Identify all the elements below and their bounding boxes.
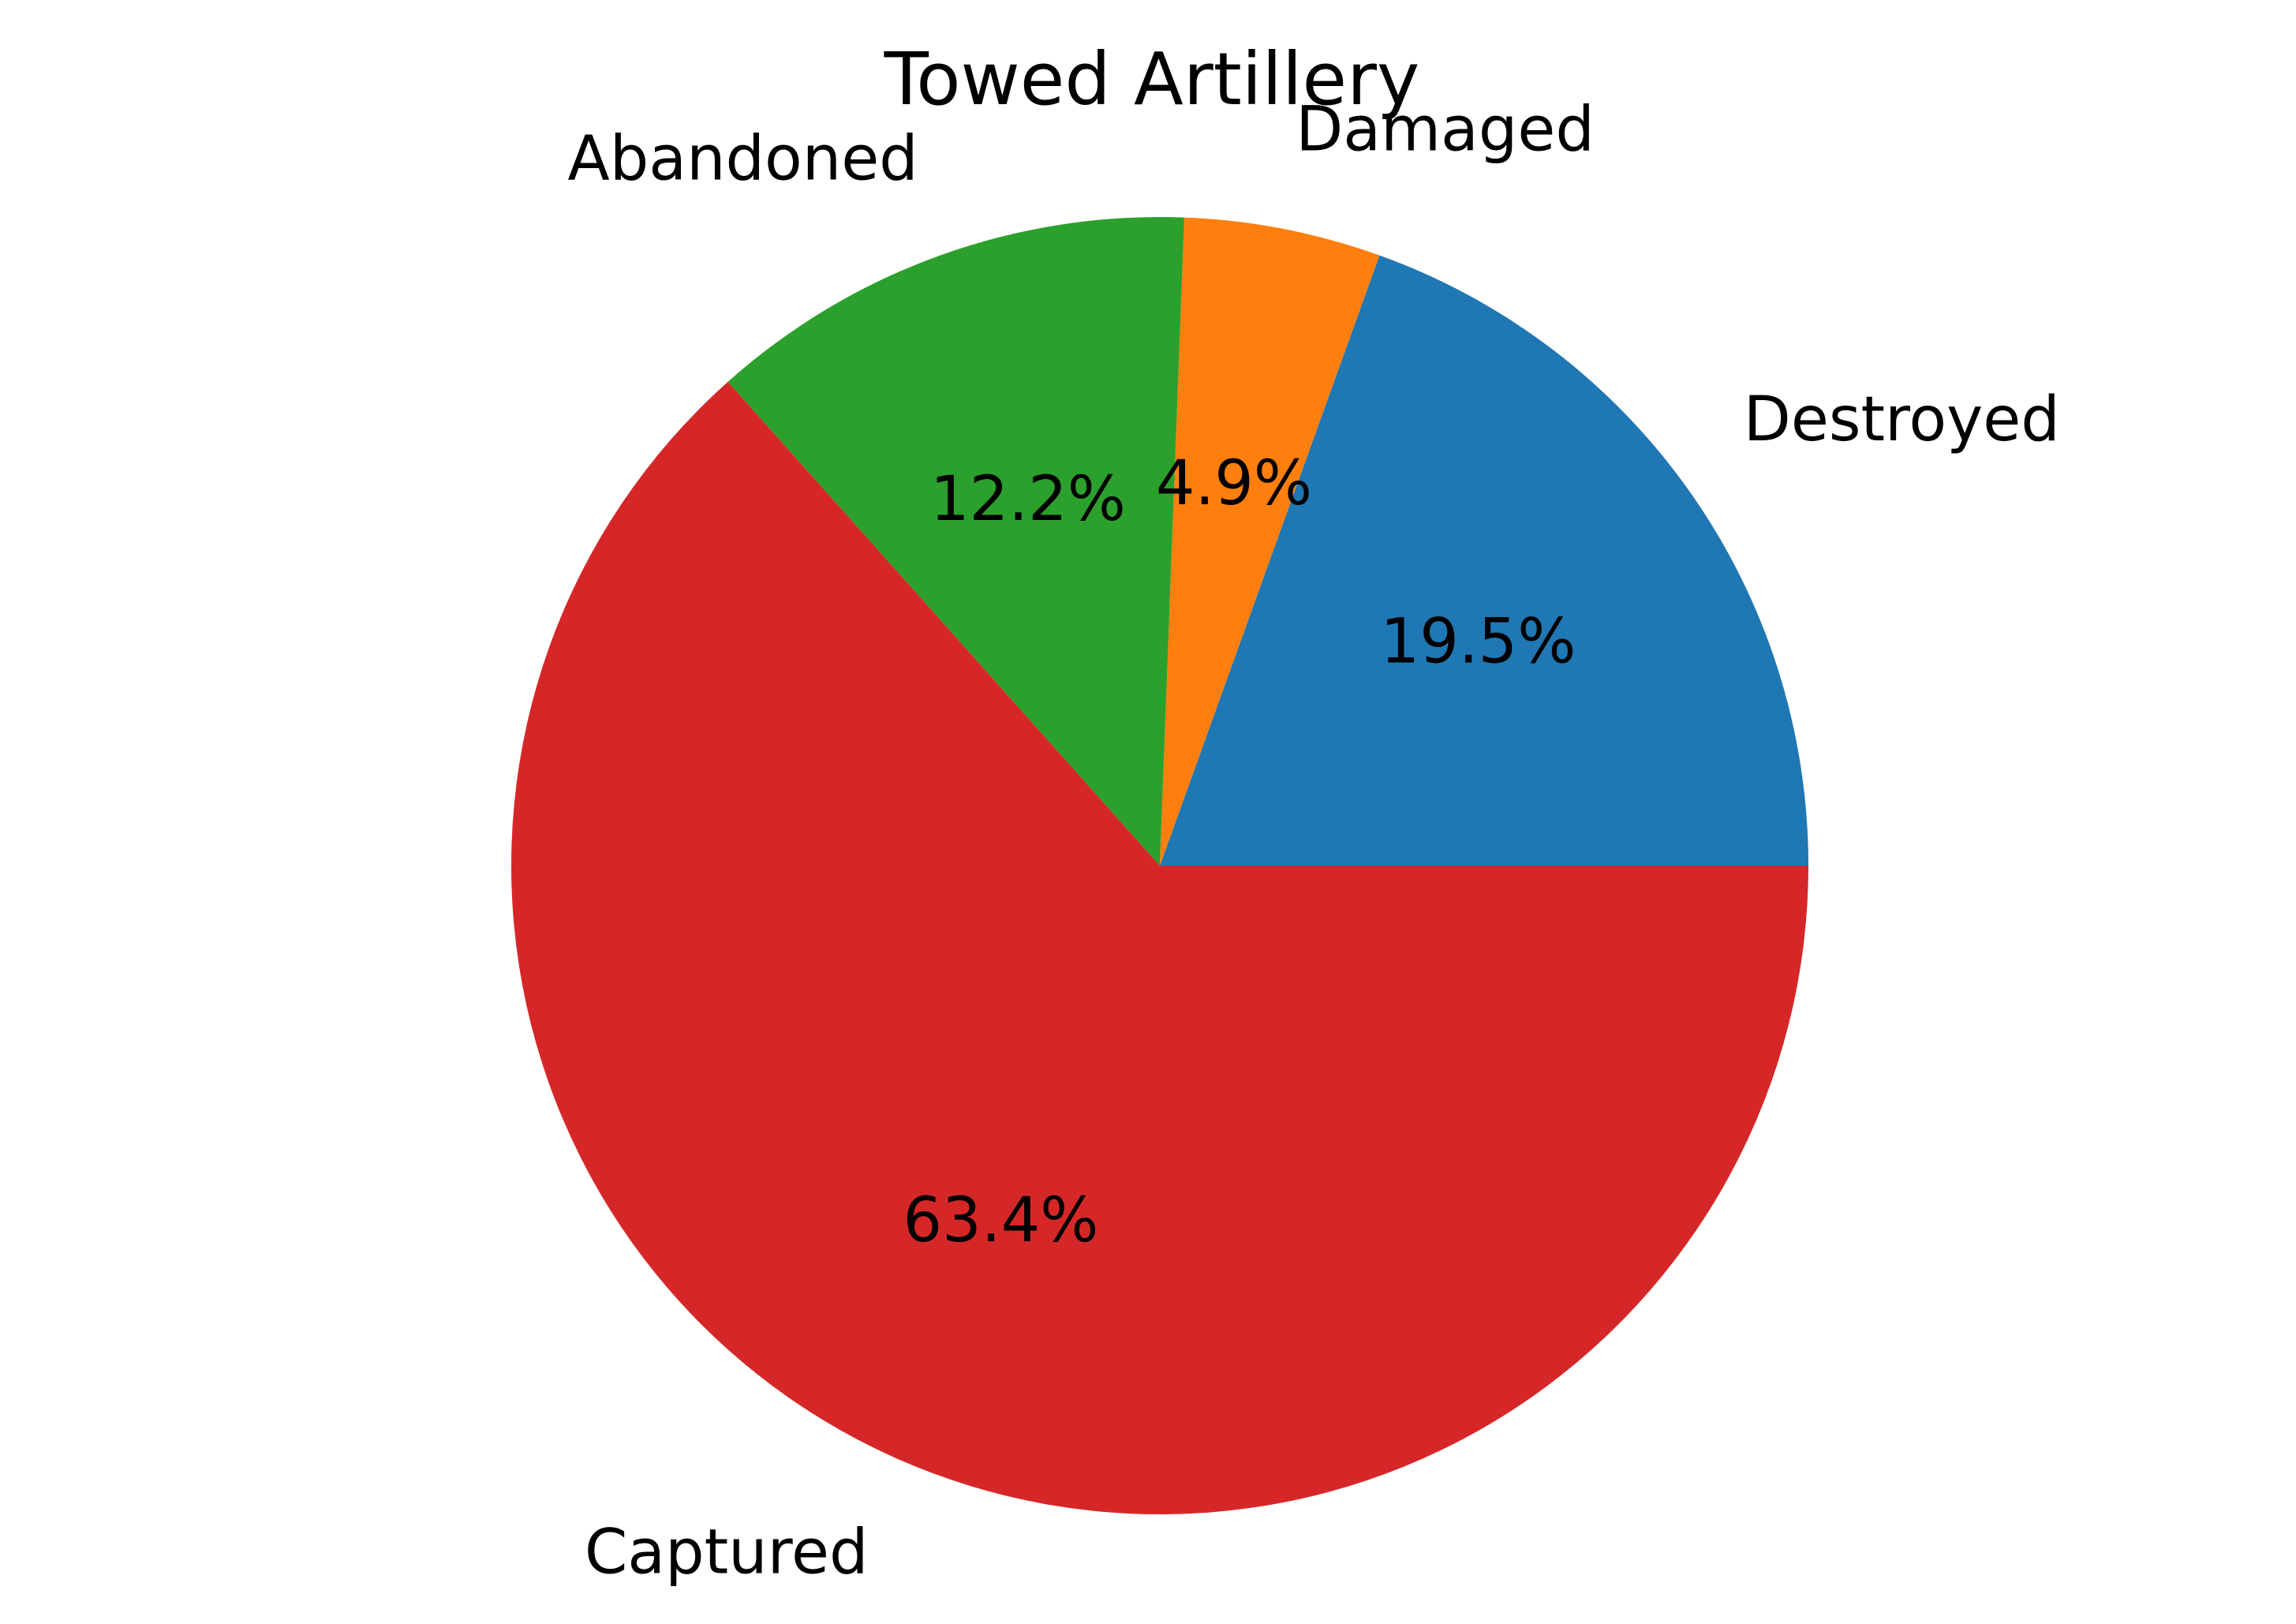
- slice-label-captured: Captured: [585, 1517, 869, 1588]
- slice-label-damaged: Damaged: [1296, 94, 1595, 165]
- slice-pct-destroyed: 19.5%: [1381, 606, 1576, 677]
- pie-slices: [511, 216, 1808, 1514]
- chart-title: Towed Artillery: [884, 37, 1420, 122]
- pie-slice-destroyed: [1160, 255, 1808, 866]
- slice-pct-damaged: 4.9%: [1156, 448, 1312, 519]
- pie-labels: Destroyed 19.5% Damaged 4.9% Abandoned 12.2% C…: [567, 94, 2059, 1588]
- slice-label-destroyed: Destroyed: [1744, 384, 2060, 455]
- slice-pct-captured: 63.4%: [903, 1185, 1099, 1256]
- slice-label-abandoned: Abandoned: [567, 123, 918, 194]
- pie-slice-abandoned: [727, 216, 1184, 866]
- pie-slice-damaged: [1160, 217, 1380, 866]
- pie-slice-captured: [511, 381, 1808, 1514]
- slice-pct-abandoned: 12.2%: [930, 464, 1126, 535]
